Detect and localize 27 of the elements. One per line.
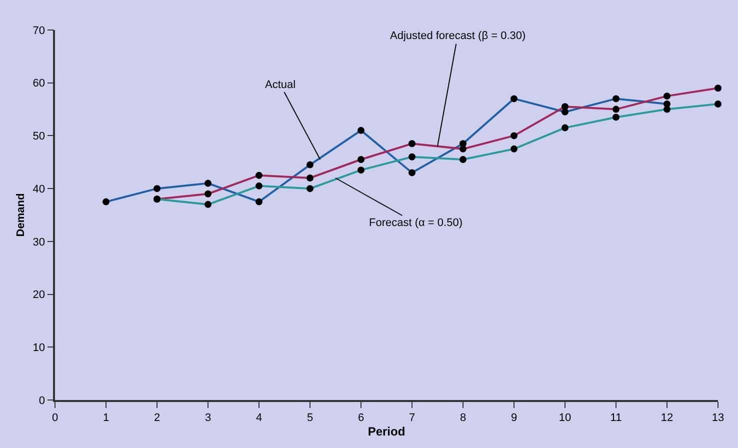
x-tick-label: 6 <box>358 412 364 424</box>
y-tick-label: 0 <box>38 394 46 407</box>
y-tick-label: 60 <box>32 78 46 90</box>
annotation: Actual <box>265 79 296 91</box>
x-tick-label: 0 <box>52 412 58 424</box>
x-axis-title: Period <box>368 424 406 438</box>
y-tick-label: 50 <box>32 130 46 143</box>
y-tick-label: 10 <box>32 342 46 354</box>
x-tick-label: 5 <box>306 412 314 424</box>
annotation: Adjusted forecast (β = 0.30) <box>390 30 526 42</box>
x-tick-label: 9 <box>510 412 518 424</box>
x-tick-label: 12 <box>660 412 674 424</box>
x-tick-label: 7 <box>408 412 416 424</box>
x-tick-label: 4 <box>256 412 262 424</box>
x-tick-label: 10 <box>558 412 572 424</box>
y-tick-label: 70 <box>32 24 46 37</box>
y-tick-label: 20 <box>32 289 46 302</box>
annotation: Forecast (α = 0.50) <box>369 217 462 229</box>
x-tick-label: 1 <box>102 412 110 424</box>
x-tick-label: 11 <box>610 412 622 424</box>
y-tick-label: 40 <box>32 183 46 196</box>
y-axis-title: Demand <box>14 193 27 237</box>
x-tick-label: 3 <box>204 412 212 424</box>
x-tick-label: 8 <box>460 412 466 424</box>
y-tick-label: 30 <box>32 236 46 248</box>
x-tick-label: 13 <box>712 412 724 424</box>
x-tick-label: 2 <box>154 412 160 424</box>
